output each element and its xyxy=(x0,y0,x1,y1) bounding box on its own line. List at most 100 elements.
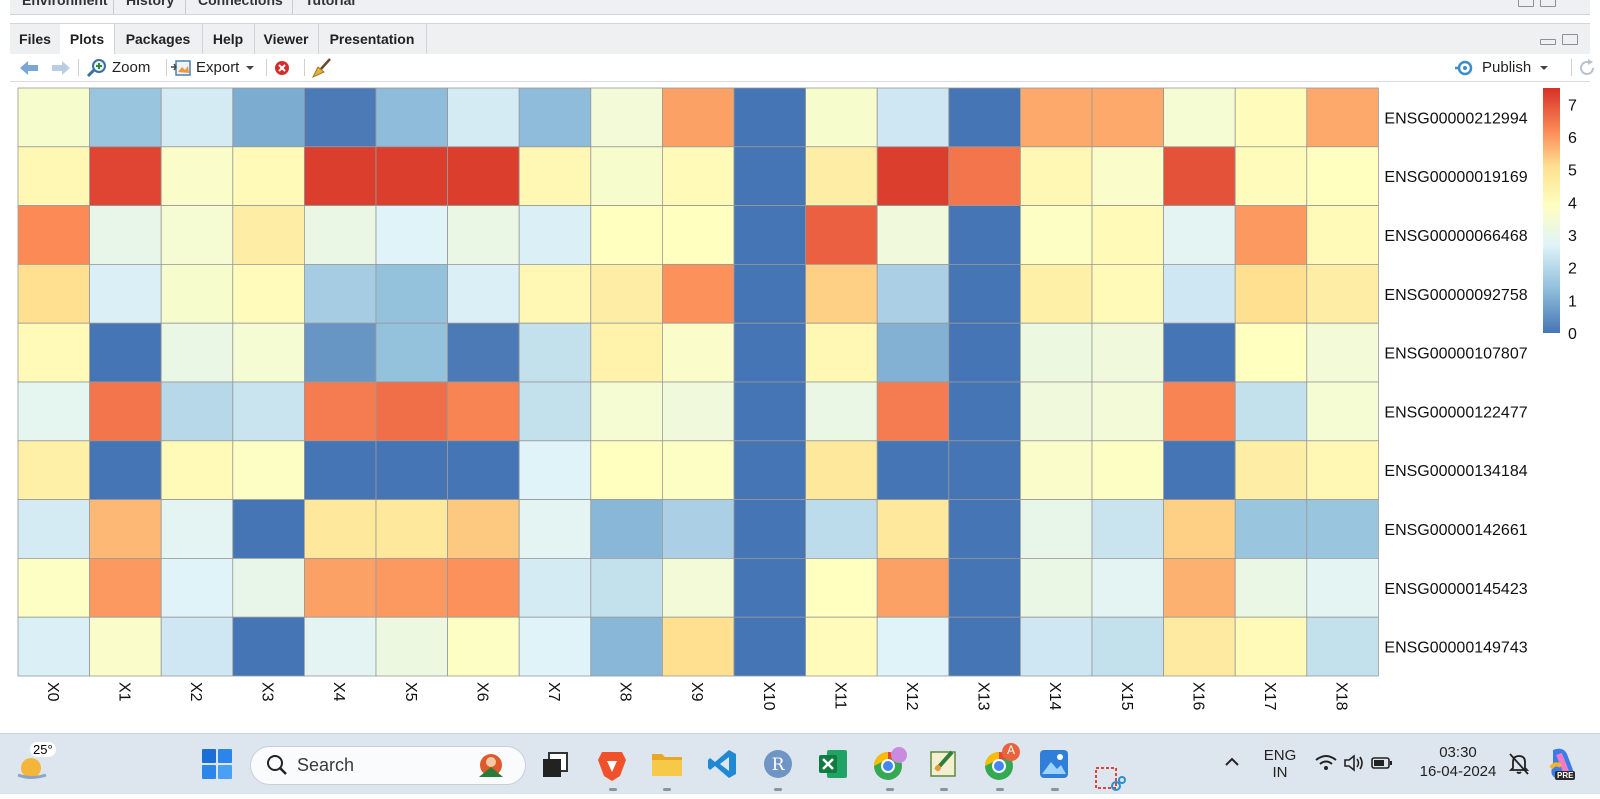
heatmap-cell xyxy=(1163,557,1236,618)
tab-files[interactable]: Files xyxy=(10,24,61,54)
tab-plots[interactable]: Plots xyxy=(60,24,115,55)
heatmap-cell xyxy=(232,557,305,618)
zoom-button[interactable]: Zoom xyxy=(86,54,150,81)
heatmap-cell xyxy=(160,381,234,442)
heatmap-cell xyxy=(1020,87,1093,148)
legend-tick-label: 3 xyxy=(1568,228,1577,245)
language-indicator[interactable]: ENG IN xyxy=(1262,747,1298,781)
notification-bell-icon xyxy=(1508,753,1530,775)
taskbar-search-box[interactable]: Search xyxy=(250,746,526,785)
start-button[interactable] xyxy=(201,748,233,780)
toolbar-divider xyxy=(166,59,167,76)
heatmap-cell xyxy=(1163,322,1236,383)
chrome-app[interactable] xyxy=(872,746,908,782)
photos-app[interactable] xyxy=(1038,748,1070,780)
export-button[interactable]: Export xyxy=(170,54,257,81)
app-running-indicator xyxy=(663,788,671,791)
publish-button[interactable]: Publish xyxy=(1454,54,1551,81)
svg-text:R: R xyxy=(772,755,786,775)
refresh-button[interactable] xyxy=(1576,54,1598,81)
tab-divider xyxy=(292,0,293,14)
paint-app[interactable] xyxy=(928,746,960,780)
tab-environment[interactable]: Environment xyxy=(22,0,108,8)
row-label: ENSG00000066468 xyxy=(1384,228,1527,245)
pane-tabbar: Files Plots Packages Help Viewer Present… xyxy=(10,23,1590,55)
heatmap-cell xyxy=(1163,87,1236,148)
heatmap-cell xyxy=(1020,557,1093,618)
column-label: X11 xyxy=(831,682,848,709)
forward-button[interactable] xyxy=(50,54,72,81)
heatmap-cell xyxy=(805,616,878,677)
row-label: ENSG00000212994 xyxy=(1384,110,1527,127)
column-label: X3 xyxy=(259,682,276,702)
heatmap-cell xyxy=(232,440,305,500)
clock[interactable]: 03:30 16-04-2024 xyxy=(1410,744,1506,780)
clear-plots-button[interactable] xyxy=(310,54,334,81)
heatmap-cell xyxy=(17,557,90,618)
heatmap-cell xyxy=(447,381,520,442)
tab-presentation[interactable]: Presentation xyxy=(318,24,427,54)
tab-viewer[interactable]: Viewer xyxy=(254,24,319,54)
vscode-app[interactable] xyxy=(706,748,738,780)
task-view-button[interactable] xyxy=(540,750,570,780)
heatmap-cell xyxy=(1020,616,1093,677)
maximize-pane-icon[interactable] xyxy=(1562,34,1578,45)
heatmap-cell xyxy=(948,146,1021,207)
heatmap-cell xyxy=(805,440,878,500)
heatmap-cell xyxy=(662,616,735,677)
snipping-tool-icon xyxy=(1095,767,1126,791)
heatmap-cell xyxy=(89,557,162,618)
show-hidden-icons-button[interactable] xyxy=(1222,752,1242,772)
heatmap-cell xyxy=(232,381,305,442)
minimize-pane-icon[interactable] xyxy=(1518,0,1534,7)
heatmap-cell xyxy=(375,205,448,265)
quick-settings-button[interactable] xyxy=(1314,752,1394,776)
back-button[interactable] xyxy=(18,54,40,81)
excel-app[interactable] xyxy=(817,748,849,780)
minimize-pane-icon[interactable] xyxy=(1540,39,1556,45)
heatmap-cell xyxy=(1306,616,1379,677)
paint-icon xyxy=(930,750,956,777)
heatmap-cell xyxy=(590,440,663,500)
heatmap-cell xyxy=(1163,205,1236,265)
r-app[interactable]: R xyxy=(762,748,794,780)
heatmap-cell xyxy=(160,146,234,207)
heatmap-cell xyxy=(1020,440,1093,500)
heatmap-cell xyxy=(1020,381,1093,442)
weather-widget[interactable]: 25° xyxy=(14,742,56,786)
maximize-pane-icon[interactable] xyxy=(1540,0,1556,7)
tab-packages[interactable]: Packages xyxy=(114,24,203,54)
tab-help[interactable]: Help xyxy=(202,24,255,54)
notifications-button[interactable] xyxy=(1508,752,1530,776)
tab-tutorial[interactable]: Tutorial xyxy=(305,0,356,8)
heatmap-cells xyxy=(17,87,1379,677)
heatmap-cell xyxy=(948,263,1021,324)
heatmap-cell xyxy=(876,146,950,207)
remove-plot-button[interactable] xyxy=(272,54,292,81)
chrome-profile-app[interactable]: A xyxy=(983,742,1021,782)
heatmap-cell xyxy=(805,499,878,559)
wifi-icon xyxy=(1315,755,1337,770)
toolbar-divider xyxy=(266,59,267,76)
heatmap-cell xyxy=(1091,87,1164,148)
heatmap-cell xyxy=(1163,440,1236,500)
heatmap-cell xyxy=(160,440,234,500)
brave-app[interactable] xyxy=(596,748,628,782)
heatmap-cell xyxy=(447,205,520,265)
heatmap-cell xyxy=(662,557,735,618)
legend-tick-label: 4 xyxy=(1568,195,1577,212)
heatmap-cell xyxy=(876,322,950,383)
heatmap-plot: ENSG00000212994 ENSG00000019169 ENSG000000… xyxy=(17,87,1577,711)
tab-connections[interactable]: Connections xyxy=(198,0,283,8)
heatmap-cell xyxy=(590,146,663,207)
copilot-button[interactable]: PRE xyxy=(1545,744,1581,784)
snipping-tool-app[interactable] xyxy=(1094,764,1126,794)
heatmap-cell xyxy=(805,205,878,265)
r-icon: R xyxy=(764,750,792,778)
tab-history[interactable]: History xyxy=(126,0,175,8)
heatmap-cell xyxy=(17,440,90,500)
file-explorer-app[interactable] xyxy=(650,748,684,780)
heatmap-cell xyxy=(303,263,377,324)
legend-tick-label: 7 xyxy=(1568,97,1577,114)
heatmap-cell xyxy=(303,322,377,383)
